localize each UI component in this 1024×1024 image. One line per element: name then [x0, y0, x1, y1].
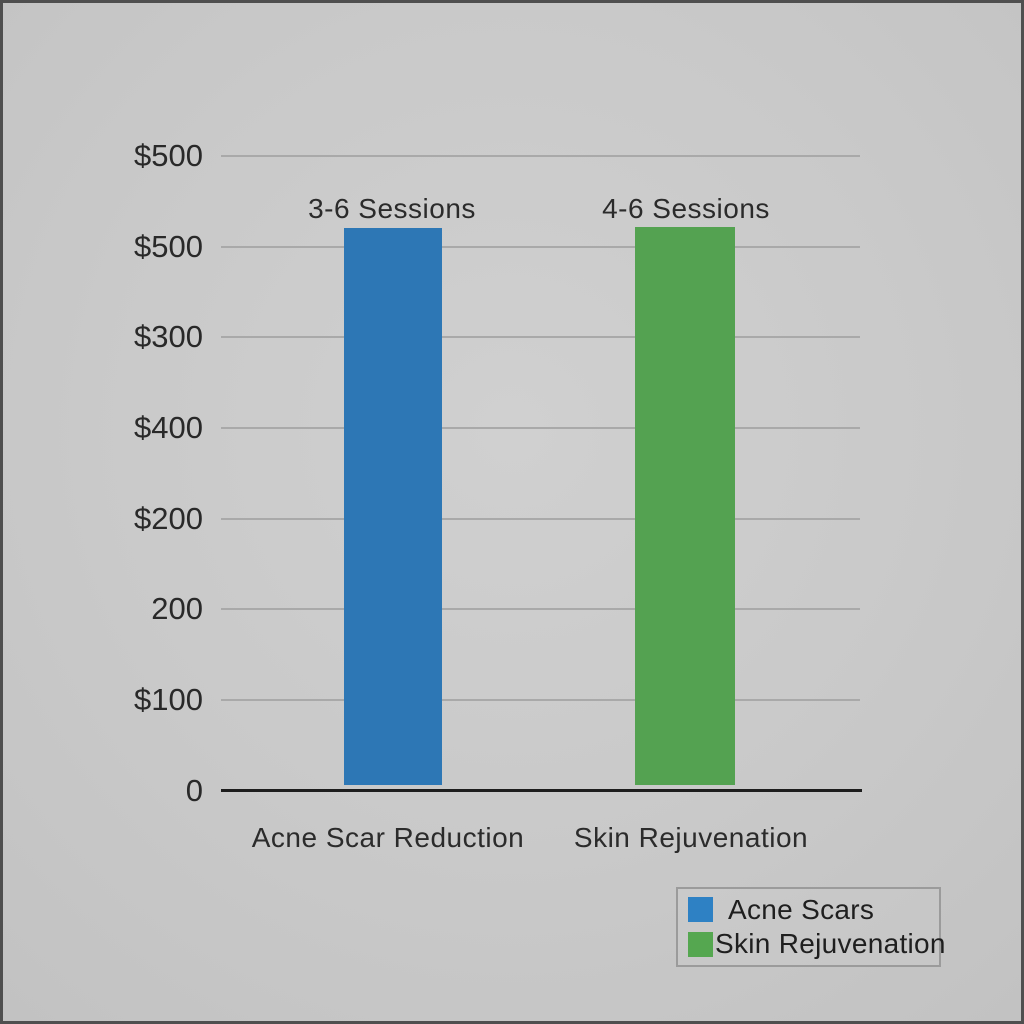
bar-annotation-sessions: 4-6 Sessions — [602, 193, 770, 224]
bar-acne-scar-reduction — [344, 228, 442, 785]
gridline — [221, 155, 860, 157]
legend: Acne Scars Skin Rejuvenation — [676, 887, 945, 967]
y-tick-label: 200 — [151, 591, 203, 626]
legend-entry-skin-rejuvenation: Skin Rejuvenation — [688, 928, 945, 960]
y-tick-label: $500 — [134, 138, 203, 173]
bar-skin-rejuvenation — [635, 227, 735, 785]
y-tick-label: $200 — [134, 501, 203, 536]
legend-entry-acne-scars: Acne Scars — [688, 894, 939, 926]
legend-label: Skin Rejuvenation — [715, 928, 946, 960]
x-category-label: Skin Rejuvenation — [573, 822, 809, 853]
bar-annotation-sessions: 3-6 Sessions — [308, 193, 476, 224]
x-axis-line — [221, 789, 862, 792]
y-tick-label: $500 — [134, 229, 203, 264]
gridline — [221, 427, 860, 429]
gridline — [221, 608, 860, 610]
gridline — [221, 246, 860, 248]
gridline — [221, 336, 860, 338]
y-tick-label: $100 — [134, 682, 203, 717]
y-tick-label: $400 — [134, 410, 203, 445]
legend-swatch-blue — [688, 897, 713, 923]
x-category-label: Acne Scar Reduction — [251, 822, 525, 853]
legend-swatch-green — [688, 931, 713, 957]
gridline — [221, 518, 860, 520]
legend-label: Acne Scars — [728, 893, 875, 925]
y-tick-label: $300 — [134, 319, 203, 354]
gridline — [221, 699, 860, 701]
y-tick-label: 0 — [185, 773, 203, 808]
